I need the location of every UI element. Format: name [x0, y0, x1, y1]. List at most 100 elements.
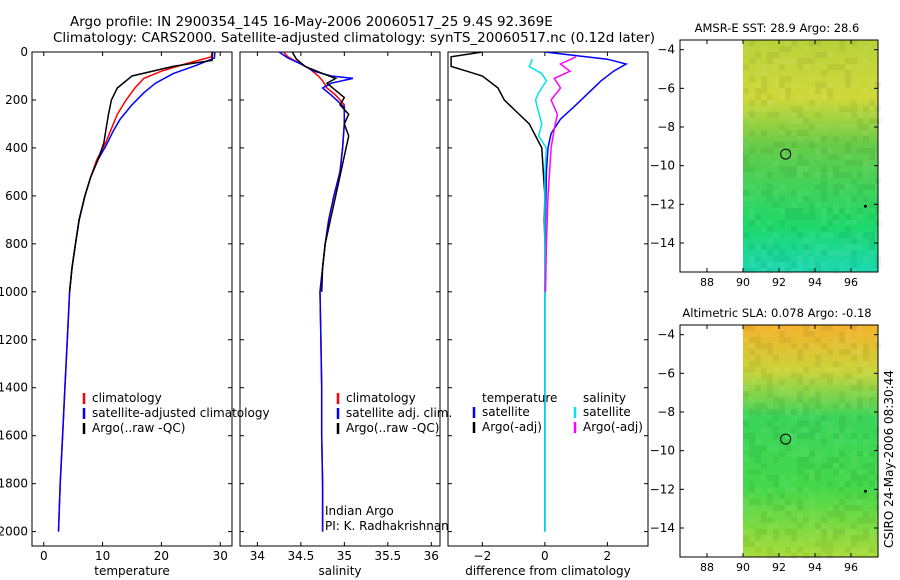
map-cell — [791, 112, 797, 118]
axes-box — [31, 51, 233, 547]
map-cell — [797, 511, 803, 517]
map-cell — [797, 355, 803, 361]
map-cell — [755, 355, 761, 361]
series-line-salinity-argo-adj- — [544, 56, 577, 292]
map-cell — [821, 208, 827, 214]
map-cell — [851, 451, 857, 457]
map-cell — [857, 325, 863, 331]
map-cell — [851, 379, 857, 385]
map-cell — [839, 451, 845, 457]
map-cell — [851, 439, 857, 445]
map-cell — [797, 421, 803, 427]
map-cell — [821, 220, 827, 226]
sla-map-panel: 88 90 92 94 96 −4 −6 −8 −10 −12 −14 Altimetric SLA:… — [650, 306, 881, 574]
map-cell — [791, 439, 797, 445]
map-cell — [815, 529, 821, 535]
map-cell — [803, 172, 809, 178]
map-cell — [791, 214, 797, 220]
map-cell — [821, 232, 827, 238]
map-cell — [755, 172, 761, 178]
map-cell — [827, 541, 833, 547]
map-cell — [857, 208, 863, 214]
y-tick-label: 2000 — [0, 525, 28, 539]
map-cell — [803, 190, 809, 196]
map-cell — [785, 529, 791, 535]
map-cell — [755, 451, 761, 457]
map-cell — [809, 202, 815, 208]
x-tick-label: 0 — [40, 549, 48, 563]
map-cell — [797, 166, 803, 172]
map-cell — [797, 445, 803, 451]
map-cell — [809, 469, 815, 475]
map-cell — [809, 100, 815, 106]
map-cell — [749, 445, 755, 451]
map-cell — [803, 250, 809, 256]
map-cell — [785, 367, 791, 373]
map-cell — [851, 349, 857, 355]
legend-label: satellite — [583, 405, 631, 419]
map-cell — [773, 367, 779, 373]
title-line-1: Argo profile: IN 2900354_145 16-May-2006… — [70, 14, 553, 30]
map-cell — [773, 160, 779, 166]
map-cell — [857, 331, 863, 337]
map-cell — [767, 547, 773, 553]
map-cell — [815, 124, 821, 130]
map-cell — [821, 190, 827, 196]
map-cell — [797, 160, 803, 166]
map-cell — [827, 172, 833, 178]
y-tick-label: 1800 — [0, 477, 28, 491]
map-cell — [809, 331, 815, 337]
map-cell — [863, 367, 869, 373]
map-cell — [779, 256, 785, 262]
map-cell — [749, 325, 755, 331]
x-tick-label: 94 — [808, 561, 822, 574]
map-cell — [797, 523, 803, 529]
map-cell — [815, 88, 821, 94]
map-cell — [803, 106, 809, 112]
map-cell — [749, 541, 755, 547]
map-cell — [845, 553, 851, 559]
map-cell — [773, 529, 779, 535]
map-cell — [767, 403, 773, 409]
map-cell — [755, 457, 761, 463]
series-line-temperature-satellite — [544, 52, 629, 532]
map-cell — [809, 535, 815, 541]
map-cell — [821, 70, 827, 76]
map-cell — [743, 160, 749, 166]
map-cell — [785, 337, 791, 343]
map-cell — [767, 226, 773, 232]
map-cell — [821, 325, 827, 331]
map-cell — [869, 373, 875, 379]
map-cell — [809, 427, 815, 433]
map-cell — [791, 433, 797, 439]
map-cell — [791, 244, 797, 250]
map-cell — [815, 112, 821, 118]
y-tick-label: 1600 — [0, 429, 28, 443]
map-cell — [845, 112, 851, 118]
map-cell — [743, 385, 749, 391]
map-cell — [809, 268, 815, 274]
map-cell — [767, 112, 773, 118]
map-cell — [857, 505, 863, 511]
map-cell — [767, 385, 773, 391]
map-cell — [851, 160, 857, 166]
series-line-climatology — [282, 52, 346, 532]
map-cell — [779, 58, 785, 64]
map-cell — [761, 250, 767, 256]
map-cell — [869, 148, 875, 154]
map-cell — [785, 268, 791, 274]
map-cell — [773, 142, 779, 148]
map-cell — [809, 76, 815, 82]
map-cell — [857, 415, 863, 421]
map-cell — [767, 190, 773, 196]
map-cell — [779, 262, 785, 268]
map-cell — [839, 232, 845, 238]
map-cell — [815, 136, 821, 142]
map-cell — [797, 112, 803, 118]
series-line-satellite-adj-clim- — [278, 52, 354, 532]
map-cell — [821, 421, 827, 427]
map-cell — [755, 445, 761, 451]
series-line-argo-raw-qc- — [291, 52, 350, 292]
map-cell — [803, 427, 809, 433]
map-cell — [827, 64, 833, 70]
